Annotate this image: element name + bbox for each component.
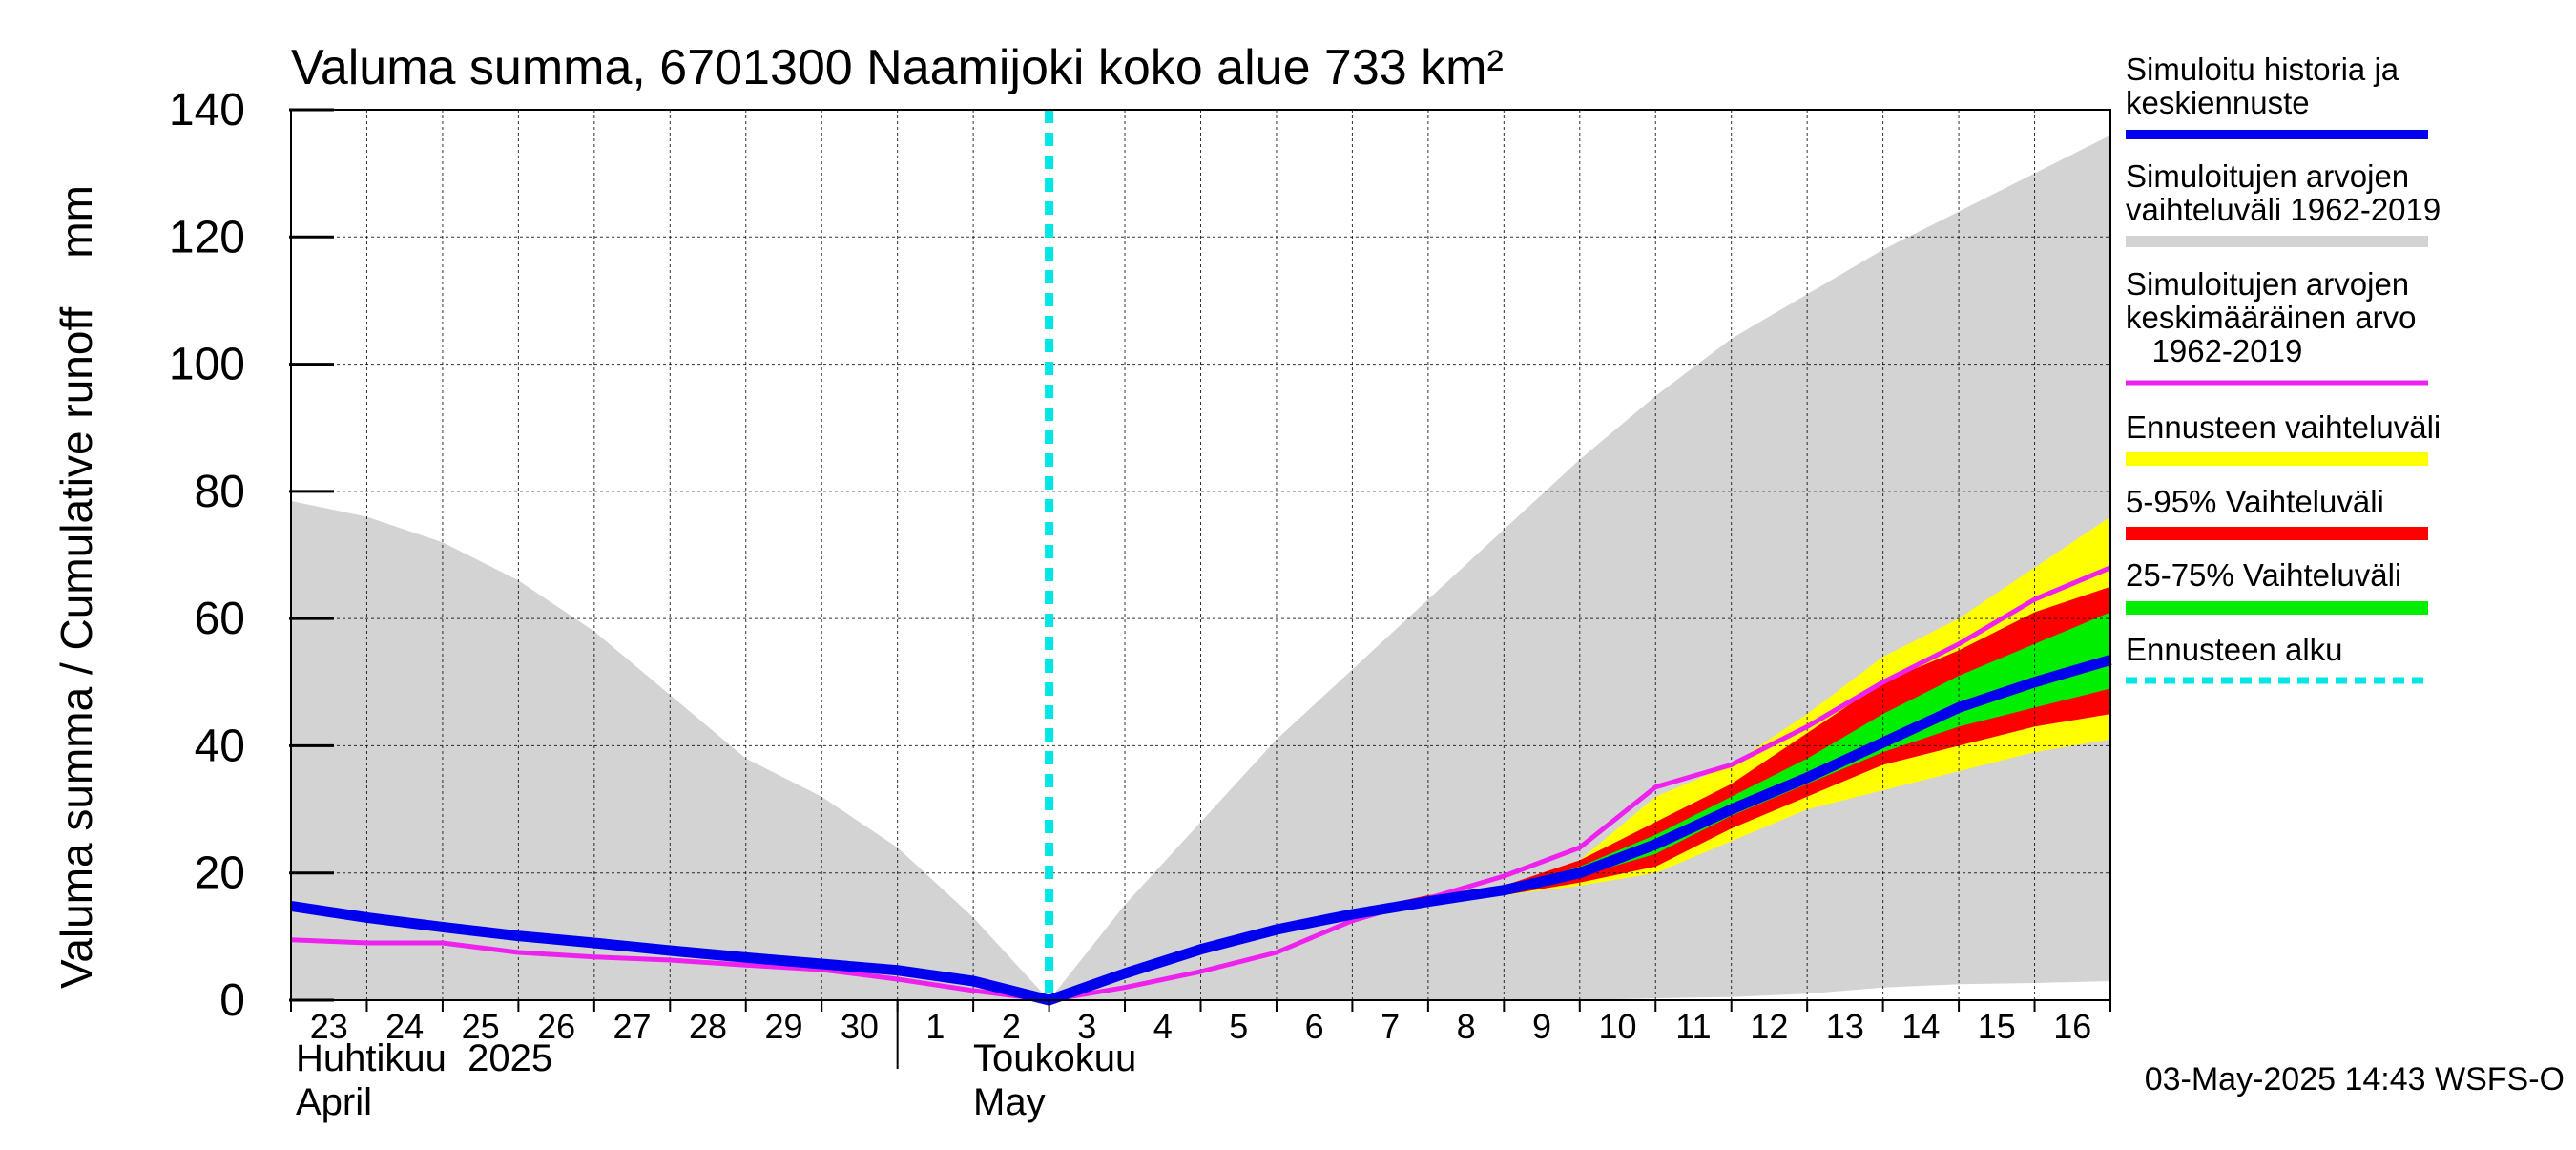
x-tick-label: 23: [310, 1007, 348, 1046]
x-tick-label: 10: [1598, 1007, 1636, 1046]
y-tick-label: 0: [219, 975, 245, 1026]
plot-area: [291, 135, 2110, 1000]
y-tick-label: 20: [195, 848, 245, 899]
x-tick-label: 14: [1901, 1007, 1940, 1046]
series-lines: [290, 110, 2112, 1006]
x-tick-label: 12: [1750, 1007, 1788, 1046]
month-label-en-april: April: [296, 1081, 372, 1123]
x-tick-label: 29: [764, 1007, 802, 1046]
y-tick-label: 80: [195, 467, 245, 517]
timestamp: 03-May-2025 14:43 WSFS-O: [2145, 1061, 2565, 1098]
legend-label: Simuloitujen arvojen: [2126, 266, 2409, 302]
y-tick-label: 60: [195, 594, 245, 644]
month-label-fi-may: Toukokuu: [973, 1037, 1136, 1079]
x-tick-label: 25: [462, 1007, 500, 1046]
x-tick-label: 26: [537, 1007, 575, 1046]
y-axis-label: Valuma summa / Cumulative runoff mm: [52, 185, 101, 989]
y-tick-label: 140: [169, 85, 245, 136]
hist-mean-line: [290, 565, 2111, 1003]
history-mean-forecast-line: [290, 655, 2112, 1006]
x-tick-label: 16: [2053, 1007, 2091, 1046]
y-tick-label: 120: [169, 212, 245, 262]
x-tick-label: 8: [1457, 1007, 1476, 1046]
forecast-5-95-band: [1049, 586, 2110, 1000]
x-tick-label: 9: [1532, 1007, 1551, 1046]
legend-label: Simuloitu historia ja: [2126, 52, 2399, 87]
x-tick-labels: 23 24 25 26 27 28 29 30 1 2 3 4 5 6 7 8 9 10 11 12 13 14 15 16: [310, 1007, 2092, 1046]
month-label-fi-april: Huhtikuu 2025: [296, 1037, 552, 1079]
y-tick-labels: 0 20 40 60 80 100 120 140: [169, 85, 245, 1026]
x-tick-label: 4: [1153, 1007, 1173, 1046]
y-tick-label: 100: [169, 340, 245, 390]
x-tick-label: 11: [1675, 1007, 1711, 1046]
legend-label: 5-95% Vaihteluväli: [2126, 484, 2384, 519]
legend-item-fc-range: Ennusteen vaihteluväli: [2126, 409, 2441, 466]
legend-label: Ennusteen alku: [2126, 632, 2343, 667]
x-tick-label: 1: [925, 1007, 945, 1046]
legend-label: 25-75% Vaihteluväli: [2126, 557, 2401, 593]
legend-label: keskimääräinen arvo: [2126, 300, 2416, 335]
legend-label: vaihteluväli 1962-2019: [2126, 192, 2441, 227]
x-tick-label: 6: [1305, 1007, 1324, 1046]
x-tick-label: 5: [1229, 1007, 1248, 1046]
legend-item-fc-25-75: 25-75% Vaihteluväli: [2126, 557, 2428, 615]
hist-range-band: [291, 135, 2110, 1000]
legend-label: Simuloitujen arvojen: [2126, 158, 2409, 194]
legend-label: keskiennuste: [2126, 85, 2310, 120]
x-tick-label: 13: [1826, 1007, 1864, 1046]
x-tick-label: 15: [1978, 1007, 2016, 1046]
x-tick-label: 2: [1002, 1007, 1021, 1046]
month-label-en-may: May: [973, 1081, 1046, 1123]
legend-item-fc-5-95: 5-95% Vaihteluväli: [2126, 484, 2428, 540]
x-tick-label: 7: [1381, 1007, 1400, 1046]
x-tick-label: 27: [613, 1007, 652, 1046]
y-tick-label: 40: [195, 721, 245, 771]
x-tick-label: 3: [1077, 1007, 1096, 1046]
legend-label: 1962-2019: [2126, 333, 2302, 368]
x-tick-label: 30: [841, 1007, 879, 1046]
legend: Simuloitu historia jakeskiennusteSimuloi…: [2126, 52, 2441, 684]
x-tick-label: 24: [385, 1007, 424, 1046]
legend-label: Ennusteen vaihteluväli: [2126, 409, 2441, 445]
chart-title: Valuma summa, 6701300 Naamijoki koko alu…: [291, 40, 1504, 95]
legend-item-fc-start: Ennusteen alku: [2126, 632, 2428, 684]
x-tick-label: 28: [689, 1007, 727, 1046]
axes: [289, 108, 2111, 1069]
